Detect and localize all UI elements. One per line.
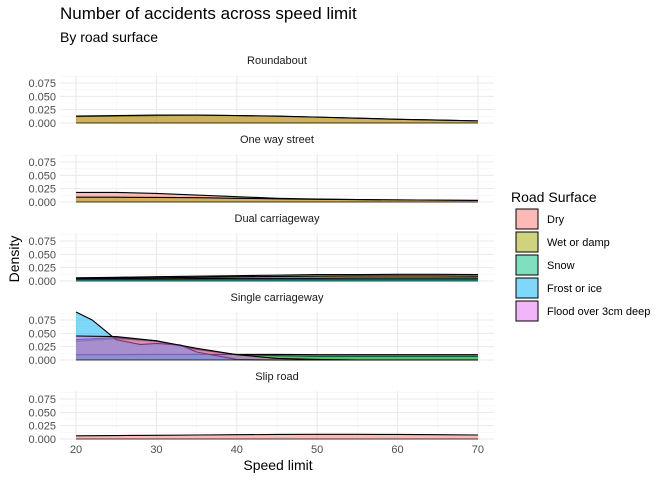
y-tick-label: 0.025 — [28, 421, 56, 433]
y-tick-label: 0.075 — [28, 394, 56, 406]
y-tick-label: 0.000 — [28, 434, 56, 446]
facet-strip-label: Dual carriageway — [235, 213, 320, 225]
y-tick-label: 0.000 — [28, 118, 56, 130]
density-area — [76, 115, 478, 123]
legend-key — [515, 277, 539, 299]
y-tick-label: 0.050 — [28, 170, 56, 182]
facet-strip-label: Roundabout — [247, 55, 307, 67]
y-tick-label: 0.000 — [28, 197, 56, 209]
y-axis-title: Density — [6, 236, 22, 283]
y-tick-label: 0.025 — [28, 263, 56, 275]
density-outline — [76, 433, 478, 437]
x-tick-label: 60 — [391, 444, 403, 456]
y-tick-label: 0.075 — [28, 157, 56, 169]
x-axis-title: Speed limit — [243, 457, 312, 473]
facet-strip-label: Single carriageway — [231, 292, 324, 304]
legend-label: Dry — [547, 214, 565, 226]
legend-title: Road Surface — [511, 189, 597, 205]
y-tick-label: 0.050 — [28, 91, 56, 103]
y-tick-label: 0.025 — [28, 105, 56, 117]
density-outline — [76, 114, 478, 122]
density-area — [76, 336, 478, 360]
legend-key — [515, 300, 539, 322]
y-tick-label: 0.050 — [28, 407, 56, 419]
legend-key — [515, 254, 539, 276]
density-outline — [76, 275, 478, 279]
y-tick-label: 0.075 — [28, 315, 56, 327]
legend: Road Surface Dry Wet or damp Snow Frost or … — [511, 189, 650, 322]
legend-label: Frost or ice — [547, 283, 602, 295]
facet-strip-label: One way street — [240, 134, 314, 146]
legend-label: Wet or damp — [547, 237, 610, 249]
x-tick-label: 30 — [150, 444, 162, 456]
y-tick-label: 0.025 — [28, 342, 56, 354]
legend-key — [515, 208, 539, 230]
y-tick-label: 0.050 — [28, 249, 56, 261]
x-tick-label: 50 — [311, 444, 323, 456]
x-tick-label: 20 — [70, 444, 82, 456]
density-outline — [76, 273, 478, 279]
y-tick-label: 0.000 — [28, 355, 56, 367]
density-area — [76, 197, 478, 202]
y-tick-label: 0.050 — [28, 328, 56, 340]
chart-title: Number of accidents across speed limit — [60, 4, 357, 23]
y-tick-label: 0.025 — [28, 184, 56, 196]
y-tick-label: 0.000 — [28, 276, 56, 288]
density-outline — [76, 196, 478, 201]
y-tick-label: 0.075 — [28, 236, 56, 248]
legend-label: Snow — [547, 260, 575, 272]
y-tick-label: 0.075 — [28, 78, 56, 90]
facet-strip-label: Slip road — [255, 371, 298, 383]
chart-subtitle: By road surface — [60, 29, 159, 45]
x-tick-label: 40 — [231, 444, 243, 456]
density-outline — [76, 277, 478, 280]
legend-key — [515, 231, 539, 253]
x-tick-label: 70 — [472, 444, 484, 456]
legend-label: Flood over 3cm deep — [547, 306, 650, 318]
